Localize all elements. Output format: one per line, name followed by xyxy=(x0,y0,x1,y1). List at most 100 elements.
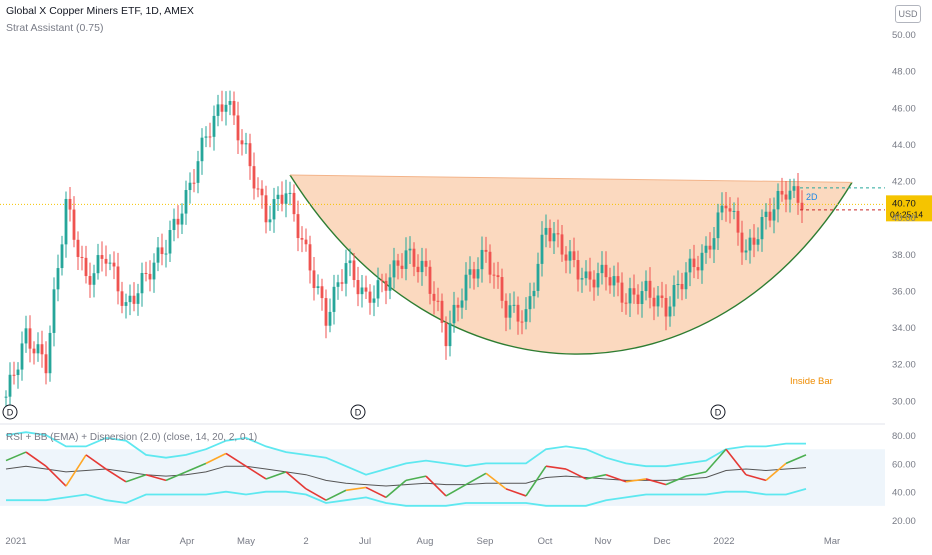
candle-body xyxy=(8,374,12,397)
dividend-circle xyxy=(710,404,726,420)
candle-body xyxy=(592,279,596,288)
rsi-tick-label: 60.00 xyxy=(892,459,916,470)
candle xyxy=(576,250,580,292)
candle xyxy=(612,265,616,297)
dividend-marker[interactable]: D xyxy=(710,404,726,420)
candle-body xyxy=(200,137,204,162)
candle xyxy=(52,277,56,347)
rsi-legend[interactable]: RSI + BB (EMA) + Dispersion (2.0) (close… xyxy=(6,432,258,443)
candle-body xyxy=(652,297,656,307)
candle-body xyxy=(128,295,132,303)
candle-body xyxy=(428,266,432,294)
candle-body xyxy=(164,253,168,255)
rsi-segment xyxy=(505,488,527,497)
dividend-marker[interactable]: D xyxy=(350,404,366,420)
candle-body xyxy=(48,332,52,374)
candle-body xyxy=(372,298,376,303)
candle-body xyxy=(56,268,60,290)
rsi-segment xyxy=(445,483,467,497)
candle-body xyxy=(228,101,232,105)
rsi-segment xyxy=(685,471,707,477)
candle-body xyxy=(648,280,652,298)
candle-body xyxy=(84,257,88,277)
rsi-segment xyxy=(45,465,67,487)
candle xyxy=(164,239,168,268)
candle-body xyxy=(124,302,128,306)
candle-body xyxy=(184,190,188,214)
last-price-box xyxy=(886,195,932,222)
candle-body xyxy=(396,260,400,266)
rsi-segment xyxy=(425,475,447,497)
candle xyxy=(120,281,124,314)
candle-body xyxy=(612,276,616,286)
candle xyxy=(196,150,200,194)
candle xyxy=(260,180,264,209)
rsi-segment xyxy=(585,473,607,480)
candle-body xyxy=(140,272,144,294)
candle xyxy=(476,257,480,288)
symbol-title[interactable]: Global X Copper Miners ETF, 1D, AMEX xyxy=(6,5,194,17)
candle xyxy=(644,270,648,301)
rsi-segment xyxy=(85,454,107,470)
candle-body xyxy=(196,161,200,183)
candle-body xyxy=(260,188,264,196)
candle-body xyxy=(280,194,284,204)
indicator-name[interactable]: Strat Assistant (0.75) xyxy=(6,22,104,34)
candle xyxy=(420,247,424,286)
time-tick-label: Mar xyxy=(114,536,130,547)
candle xyxy=(496,261,500,289)
candle xyxy=(552,221,556,254)
candle-body xyxy=(380,280,384,282)
candles-layer[interactable] xyxy=(4,90,804,411)
currency-button[interactable]: USD xyxy=(895,5,921,23)
candle-body xyxy=(588,271,592,280)
candle xyxy=(440,293,444,333)
candle xyxy=(92,264,96,298)
candle-body xyxy=(116,266,120,292)
candle xyxy=(792,178,796,198)
candle xyxy=(80,245,84,271)
price-tick-label: 32.00 xyxy=(892,360,916,371)
candle-body xyxy=(644,280,648,292)
candle xyxy=(132,282,136,312)
candle-body xyxy=(312,270,316,289)
candle-body xyxy=(432,293,436,301)
candle-body xyxy=(508,305,512,318)
rsi-lines xyxy=(5,431,807,507)
candle xyxy=(548,219,552,248)
candle xyxy=(532,282,536,309)
candle-body xyxy=(356,280,360,295)
candle-body xyxy=(176,218,180,225)
candle xyxy=(280,181,284,212)
candle xyxy=(648,267,652,309)
candle xyxy=(268,205,272,231)
candle-body xyxy=(220,104,224,112)
candle xyxy=(312,256,316,301)
candle xyxy=(12,361,16,385)
candle xyxy=(200,128,204,175)
candle xyxy=(180,203,184,234)
candle-body xyxy=(320,286,324,299)
price-tick-label: 38.00 xyxy=(892,250,916,261)
candle xyxy=(564,246,568,274)
rsi-segment xyxy=(625,478,647,483)
candle-body xyxy=(232,101,236,116)
candle xyxy=(296,200,300,252)
candle xyxy=(512,291,516,313)
candle-body xyxy=(136,293,140,304)
candle-body xyxy=(712,238,716,250)
time-tick-label: Mar xyxy=(824,536,840,547)
candle-body xyxy=(420,260,424,273)
dividend-marker[interactable]: D xyxy=(2,404,18,420)
candle xyxy=(192,168,196,193)
candle-body xyxy=(76,239,80,257)
candle-body xyxy=(92,273,96,285)
candle-body xyxy=(484,249,488,252)
candle-body xyxy=(560,234,564,255)
candle xyxy=(800,190,804,224)
candle-body xyxy=(144,272,148,274)
candle xyxy=(376,267,380,307)
